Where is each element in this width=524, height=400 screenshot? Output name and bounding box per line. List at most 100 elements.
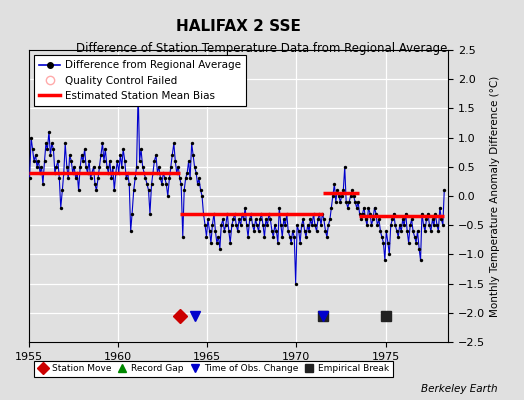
Point: [49, 146, 58, 152]
Point: [290, 234, 299, 240]
Point: [321, 228, 330, 234]
Point: [61, 140, 69, 147]
Point: [196, 187, 205, 193]
Point: [219, 216, 227, 222]
Point: [344, 204, 352, 211]
Point: [367, 222, 376, 228]
Point: [94, 175, 102, 182]
Point: [70, 164, 78, 170]
Point: [179, 234, 187, 240]
Point: [220, 228, 228, 234]
Point: [149, 170, 157, 176]
Point: [232, 222, 241, 228]
Point: [261, 216, 270, 222]
Point: [336, 199, 344, 205]
Point: [27, 134, 35, 141]
Point: [163, 193, 172, 199]
Point: [90, 164, 98, 170]
Point: [208, 222, 216, 228]
Point: [57, 204, 65, 211]
Point: [342, 199, 351, 205]
Point: [174, 164, 182, 170]
Point: [201, 222, 209, 228]
Text: Difference of Station Temperature Data from Regional Average: Difference of Station Temperature Data f…: [77, 42, 447, 55]
Point: [202, 234, 211, 240]
Point: [150, 158, 159, 164]
Point: [199, 210, 208, 217]
Point: [124, 170, 132, 176]
Point: [85, 158, 93, 164]
Point: [236, 222, 245, 228]
Point: [46, 152, 54, 158]
Point: [318, 210, 326, 217]
Point: [291, 280, 300, 287]
Point: [91, 181, 99, 188]
Point: [430, 222, 438, 228]
Point: [183, 170, 191, 176]
Point: [309, 210, 318, 217]
Point: [188, 140, 196, 147]
Point: [100, 158, 108, 164]
Point: [326, 216, 334, 222]
Point: [144, 187, 152, 193]
Point: [113, 158, 122, 164]
Point: [434, 228, 443, 234]
Point: [83, 170, 92, 176]
Point: [181, 175, 190, 182]
Title: HALIFAX 2 SSE: HALIFAX 2 SSE: [176, 18, 301, 34]
Point: [392, 228, 401, 234]
Point: [226, 240, 234, 246]
Point: [259, 222, 267, 228]
Point: [294, 228, 303, 234]
Point: [315, 210, 324, 217]
Point: [112, 170, 120, 176]
Point: [380, 257, 389, 264]
Point: [277, 222, 285, 228]
Point: [387, 222, 395, 228]
Point: [198, 193, 206, 199]
Point: [170, 140, 178, 147]
Point: [43, 146, 51, 152]
Legend: Station Move, Record Gap, Time of Obs. Change, Empirical Break: Station Move, Record Gap, Time of Obs. C…: [34, 361, 392, 377]
Point: [176, 175, 184, 182]
Point: [425, 222, 434, 228]
Point: [341, 164, 349, 170]
Point: [167, 164, 175, 170]
Point: [279, 216, 288, 222]
Point: [372, 210, 380, 217]
Point: [384, 240, 392, 246]
Point: [312, 228, 321, 234]
Point: [190, 164, 199, 170]
Point: [247, 210, 255, 217]
Point: [134, 88, 143, 94]
Point: [353, 204, 361, 211]
Point: [128, 210, 136, 217]
Point: [382, 228, 390, 234]
Point: [107, 175, 116, 182]
Point: [184, 158, 193, 164]
Point: [222, 222, 230, 228]
Point: [140, 170, 148, 176]
Point: [60, 170, 68, 176]
Point: [403, 228, 411, 234]
Point: [317, 222, 325, 228]
Point: [373, 222, 381, 228]
Point: [52, 164, 60, 170]
Point: [390, 210, 398, 217]
Point: [101, 146, 110, 152]
Point: [298, 222, 306, 228]
Point: [257, 210, 266, 217]
Point: [131, 175, 139, 182]
Point: [235, 216, 243, 222]
Point: [287, 240, 296, 246]
Point: [158, 181, 166, 188]
Point: [284, 228, 292, 234]
Point: [350, 193, 358, 199]
Point: [103, 164, 111, 170]
Point: [391, 222, 399, 228]
Point: [410, 234, 419, 240]
Point: [332, 199, 340, 205]
Point: [330, 181, 339, 188]
Point: [435, 204, 444, 211]
Point: [263, 222, 271, 228]
